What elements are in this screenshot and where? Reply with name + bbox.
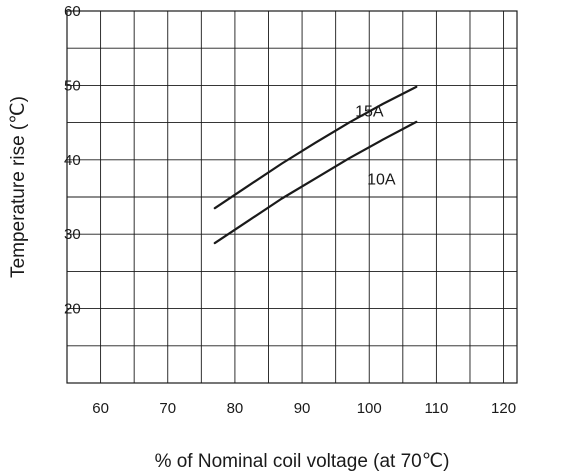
series-line-10a xyxy=(213,120,418,245)
plot-frame xyxy=(66,10,518,384)
y-tick-label: 50 xyxy=(64,77,81,94)
series-line-15a xyxy=(213,85,418,210)
series-label-10a: 10A xyxy=(367,171,396,188)
x-tick-label: 120 xyxy=(491,400,516,417)
x-tick-label: 90 xyxy=(294,400,311,417)
x-tick-label: 100 xyxy=(357,400,382,417)
y-tick-labels: 20 30 40 50 60 xyxy=(64,3,81,318)
x-tick-label: 80 xyxy=(227,400,244,417)
series-label-15a: 15A xyxy=(355,104,384,121)
x-tick-label: 60 xyxy=(92,400,109,417)
y-tick-label: 30 xyxy=(64,226,81,243)
y-tick-label: 60 xyxy=(64,3,81,20)
y-tick-label: 40 xyxy=(64,152,81,169)
x-tick-labels: 60 70 80 90 100 110 120 xyxy=(92,400,516,417)
y-tick-label: 20 xyxy=(64,301,81,318)
x-tick-label: 70 xyxy=(159,400,176,417)
x-axis-title: % of Nominal coil voltage (at 70℃) xyxy=(155,451,450,472)
series-labels: 15A 10A xyxy=(355,104,396,189)
y-axis-title: Temperature rise (℃) xyxy=(8,96,29,278)
grid-lines xyxy=(67,11,517,383)
series-lines xyxy=(213,85,418,245)
x-tick-label: 110 xyxy=(424,400,448,417)
